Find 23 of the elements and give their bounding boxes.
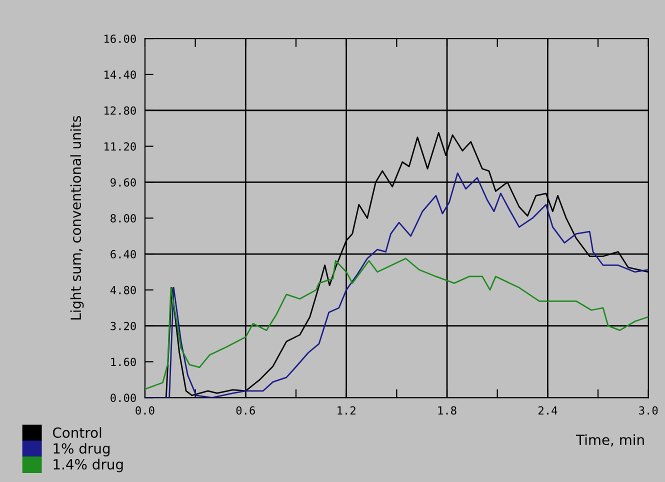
x-tick-label: 0.0 <box>136 406 154 415</box>
y-tick-label: 8.00 <box>110 214 136 223</box>
line-series <box>144 258 648 390</box>
y-tick-label: 16.00 <box>104 34 136 43</box>
legend-label: 1.4% drug <box>54 458 123 472</box>
y-tick-label: 6.40 <box>110 250 136 258</box>
legend-label: Control <box>52 427 102 438</box>
x-axis-title: Time, min <box>576 434 644 446</box>
y-tick-label: 14.40 <box>104 70 136 79</box>
y-tick-label: 4.80 <box>110 286 136 294</box>
x-tick-label: 1.2 <box>338 406 356 414</box>
x-tick-label: 1.8 <box>438 406 456 415</box>
y-tick-label: 12.80 <box>104 106 136 115</box>
legend-label: 1% drug <box>54 442 110 456</box>
y-axis-title: Light sum, conventional units <box>70 116 84 320</box>
x-tick-label: 0.6 <box>236 406 255 415</box>
y-tick-label: 11.20 <box>104 142 136 151</box>
y-tick-label: 0.00 <box>110 394 136 402</box>
y-tick-label: 3.20 <box>110 322 136 330</box>
x-tick-label: 2.4 <box>538 406 558 414</box>
y-tick-label: 9.60 <box>110 178 136 187</box>
x-tick-label: 3.0 <box>639 406 658 415</box>
y-tick-label: 1.60 <box>111 358 136 366</box>
